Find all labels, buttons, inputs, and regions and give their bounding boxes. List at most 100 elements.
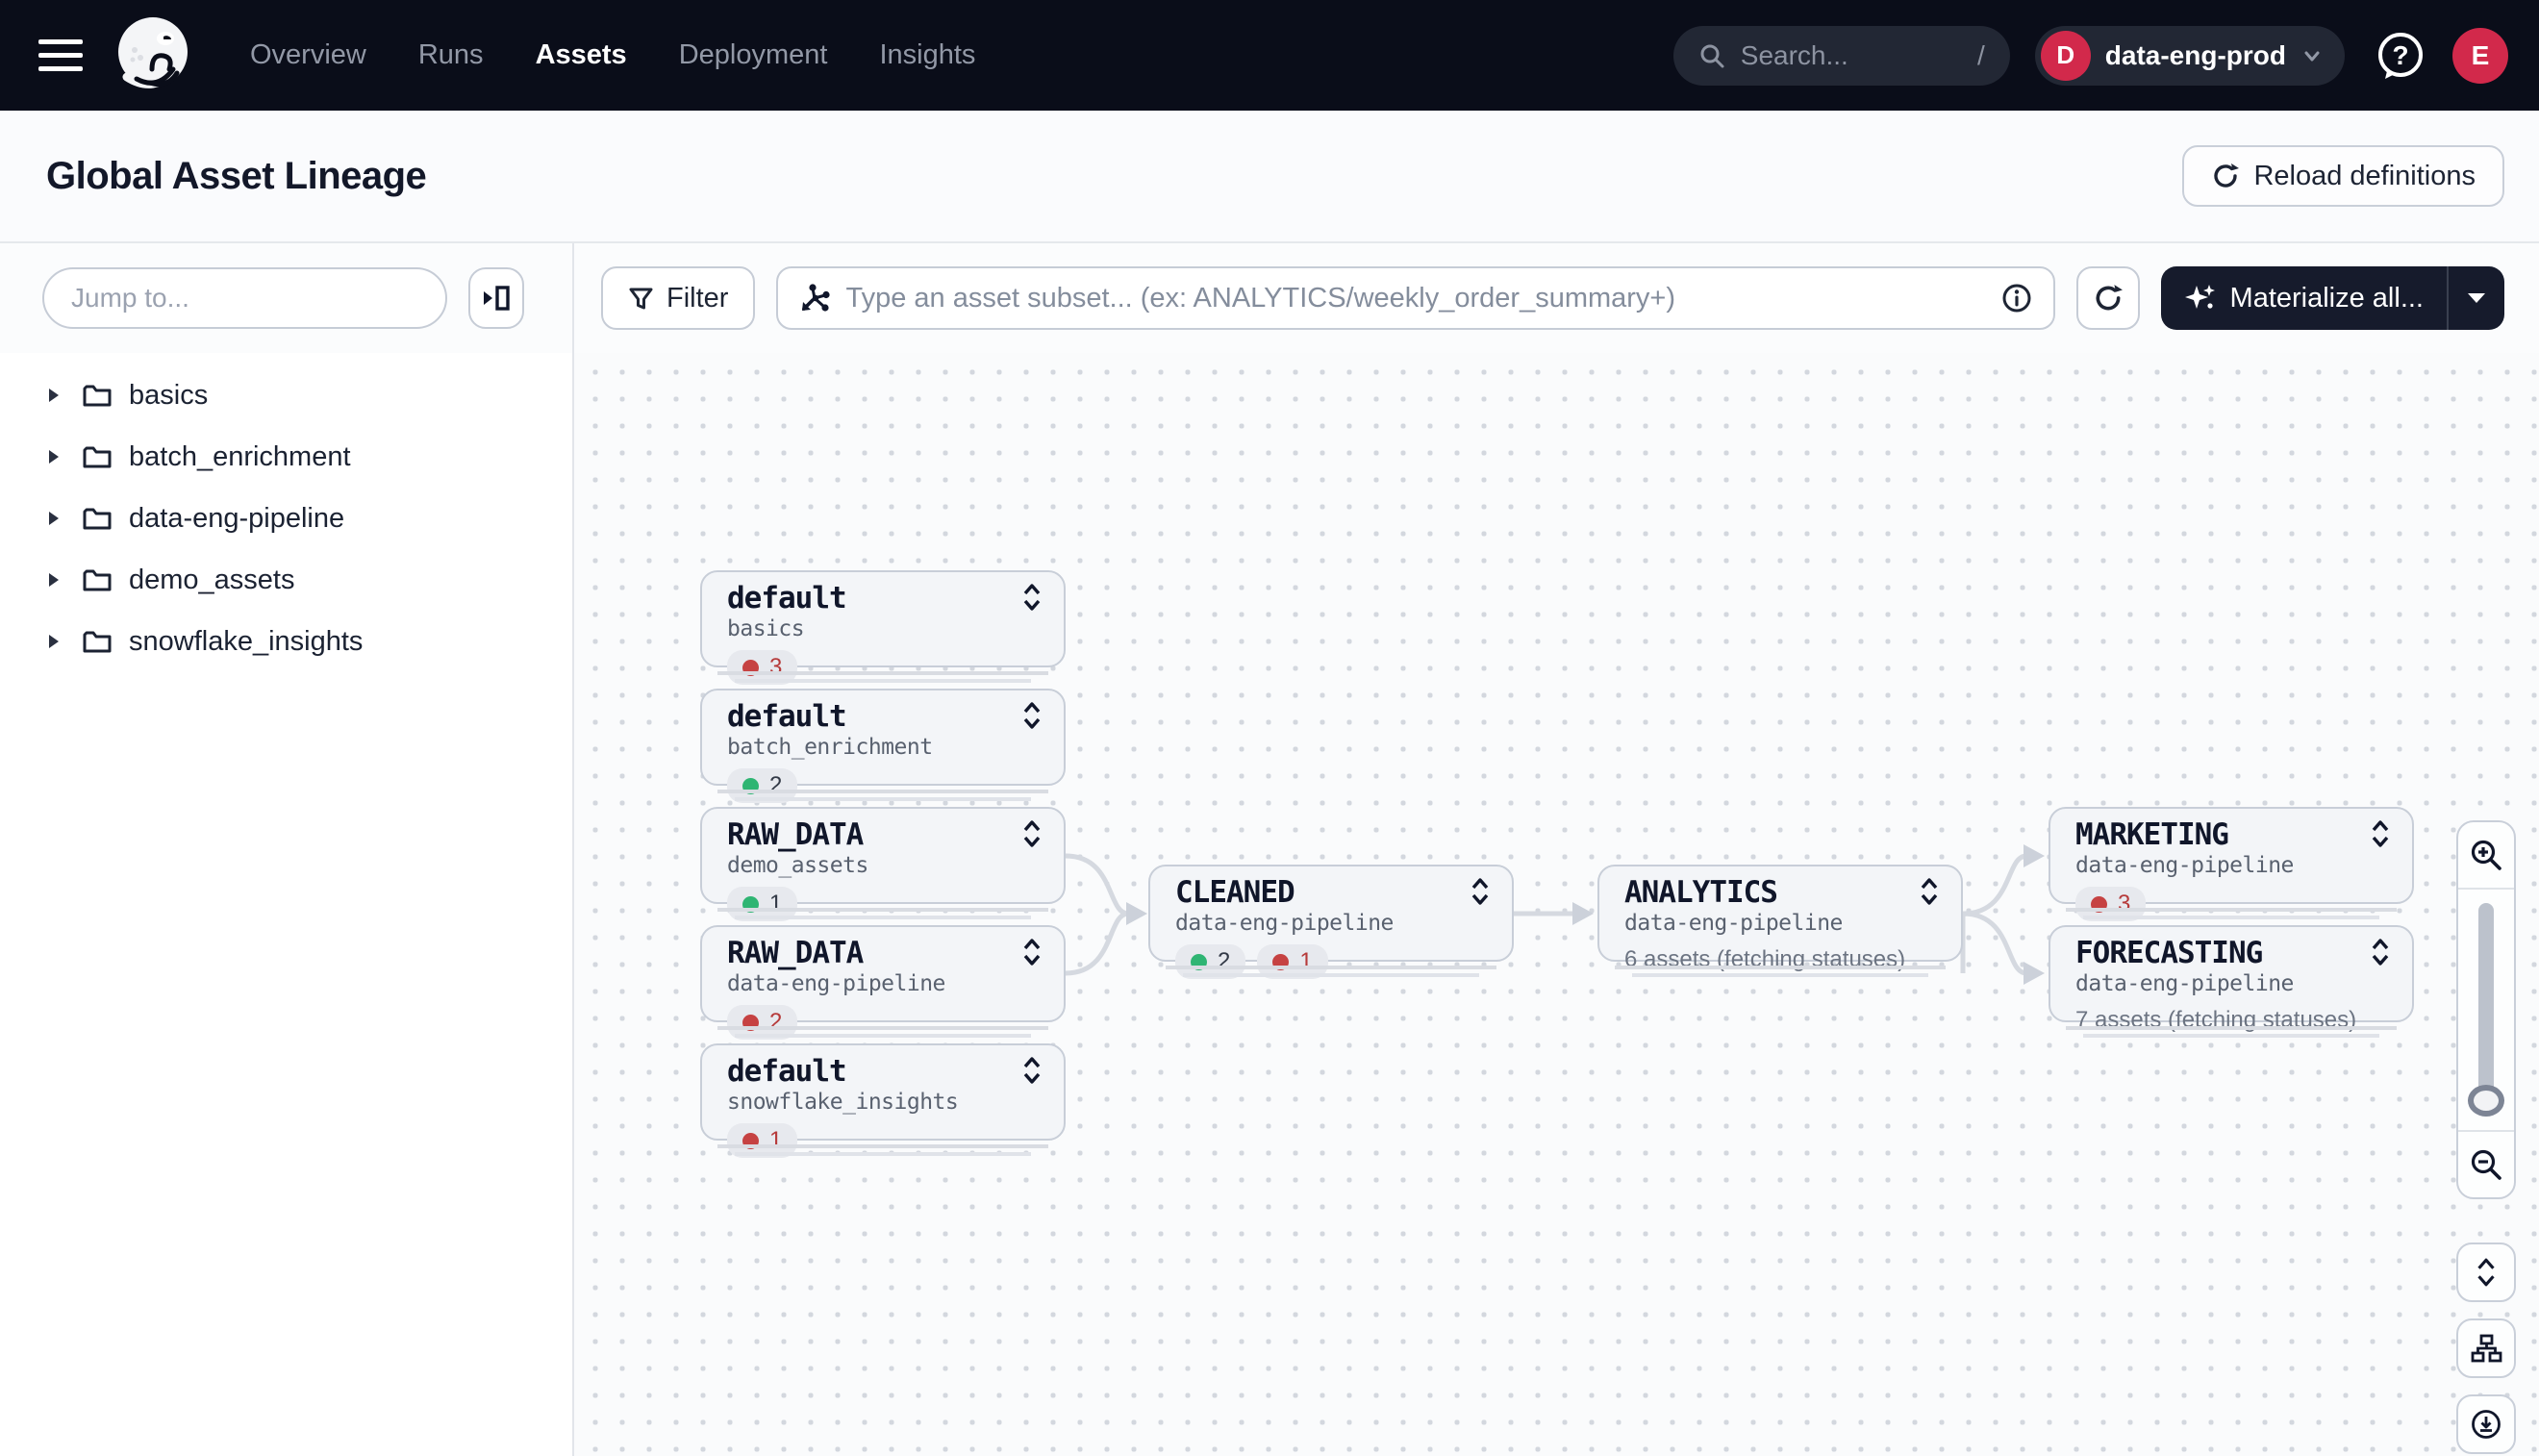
zoom-out-button[interactable] bbox=[2458, 1130, 2514, 1197]
filter-button[interactable]: Filter bbox=[601, 266, 756, 330]
layout-tree-button[interactable] bbox=[2456, 1318, 2516, 1378]
caret-right-icon bbox=[49, 635, 59, 648]
search-icon bbox=[1700, 44, 1724, 67]
nav-deployment[interactable]: Deployment bbox=[678, 39, 828, 70]
asset-group-node-raw-data-data-eng-pipeline[interactable]: RAW_DATA data-eng-pipeline 2 bbox=[700, 925, 1066, 1041]
status-badge: 1 bbox=[1257, 944, 1328, 980]
status-badge: 1 bbox=[727, 887, 798, 922]
search-placeholder: Search... bbox=[1740, 39, 1848, 70]
expand-collapse-all-button[interactable] bbox=[2456, 1243, 2516, 1302]
asset-group-node-forecasting[interactable]: FORECASTING data-eng-pipeline 7 assets (… bbox=[2049, 925, 2414, 1038]
sidebar-item-snowflake-insights[interactable]: snowflake_insights bbox=[0, 611, 572, 672]
collapse-sidebar-button[interactable] bbox=[468, 267, 524, 329]
group-label: basics bbox=[129, 379, 209, 411]
jump-to-input[interactable] bbox=[42, 267, 447, 329]
folder-icon bbox=[83, 385, 112, 406]
group-node-title: RAW_DATA bbox=[727, 817, 864, 852]
unfold-more-icon[interactable] bbox=[2370, 937, 2391, 967]
refresh-icon bbox=[2096, 285, 2123, 311]
zoom-slider[interactable] bbox=[2458, 890, 2514, 1130]
asset-group-node-marketing[interactable]: MARKETING data-eng-pipeline 3 bbox=[2049, 807, 2414, 922]
deployment-switcher[interactable]: D data-eng-prod bbox=[2034, 25, 2345, 86]
materialize-all-button[interactable]: Materialize all... bbox=[2160, 266, 2504, 330]
folder-icon bbox=[83, 631, 112, 652]
success-dot-icon bbox=[742, 777, 759, 794]
caret-right-icon bbox=[49, 512, 59, 525]
sidebar-item-basics[interactable]: basics bbox=[0, 364, 572, 426]
zoom-slider-thumb[interactable] bbox=[2468, 1085, 2504, 1117]
unfold-more-icon[interactable] bbox=[1919, 876, 1940, 907]
deployment-name: data-eng-prod bbox=[2104, 39, 2286, 70]
asset-subset-placeholder: Type an asset subset... (ex: ANALYTICS/w… bbox=[845, 282, 1676, 314]
unfold-more-icon[interactable] bbox=[1021, 818, 1043, 849]
group-node-title: ANALYTICS bbox=[1624, 875, 1778, 910]
group-node-status-note: 7 assets (fetching statuses) bbox=[2075, 1007, 2357, 1034]
nav-assets[interactable]: Assets bbox=[535, 39, 627, 70]
info-icon[interactable] bbox=[2001, 283, 2032, 314]
unfold-more-icon[interactable] bbox=[2370, 818, 2391, 849]
error-dot-icon bbox=[742, 1014, 759, 1031]
deployment-initial-badge: D bbox=[2040, 30, 2091, 81]
nav-runs[interactable]: Runs bbox=[417, 39, 484, 70]
chevron-down-icon bbox=[2304, 51, 2320, 61]
group-label: batch_enrichment bbox=[129, 440, 351, 472]
nav-overview[interactable]: Overview bbox=[250, 39, 366, 70]
success-dot-icon bbox=[742, 895, 759, 913]
zoom-out-icon bbox=[2471, 1149, 2501, 1180]
main-nav: Overview Runs Assets Deployment Insights bbox=[250, 39, 975, 71]
error-dot-icon bbox=[742, 659, 759, 676]
folder-icon bbox=[83, 508, 112, 529]
unfold-more-icon[interactable] bbox=[1470, 876, 1491, 907]
page-header: Global Asset Lineage Reload definitions bbox=[0, 111, 2539, 243]
asset-subset-input[interactable]: Type an asset subset... (ex: ANALYTICS/w… bbox=[776, 266, 2055, 330]
asset-groups-sidebar: basics batch_enrichment data-eng-pipelin… bbox=[0, 353, 574, 1456]
zoom-slider-track[interactable] bbox=[2478, 903, 2494, 1117]
group-label: demo_assets bbox=[129, 564, 295, 595]
hamburger-menu-icon[interactable] bbox=[38, 39, 83, 71]
download-image-button[interactable] bbox=[2456, 1394, 2516, 1454]
nav-insights[interactable]: Insights bbox=[879, 39, 976, 70]
search-input[interactable]: Search... / bbox=[1672, 25, 2010, 86]
sidebar-item-data-eng-pipeline[interactable]: data-eng-pipeline bbox=[0, 488, 572, 549]
asset-group-node-default-snowflake-insights[interactable]: default snowflake_insights 1 bbox=[700, 1043, 1066, 1159]
group-node-title: default bbox=[727, 581, 847, 615]
asset-group-node-raw-data-demo-assets[interactable]: RAW_DATA demo_assets 1 bbox=[700, 807, 1066, 922]
caret-right-icon bbox=[49, 450, 59, 464]
unfold-more-icon[interactable] bbox=[1021, 700, 1043, 731]
user-avatar[interactable]: E bbox=[2452, 27, 2508, 84]
svg-text:?: ? bbox=[2392, 40, 2408, 70]
sidebar-item-demo-assets[interactable]: demo_assets bbox=[0, 549, 572, 611]
lineage-graph-canvas[interactable]: default basics 3 default batch_enrichmen… bbox=[574, 353, 2539, 1456]
search-shortcut-hint: / bbox=[1977, 39, 1985, 70]
group-node-subtitle: data-eng-pipeline bbox=[727, 971, 945, 997]
refresh-icon bbox=[2214, 163, 2240, 188]
group-node-subtitle: batch_enrichment bbox=[727, 735, 933, 761]
asset-group-node-cleaned[interactable]: CLEANED data-eng-pipeline 2 1 bbox=[1148, 865, 1514, 980]
graph-toolbar: Filter Type an asset subset... (ex: ANAL… bbox=[574, 243, 2539, 353]
status-badge: 2 bbox=[727, 768, 798, 804]
unfold-more-icon[interactable] bbox=[1021, 582, 1043, 613]
unfold-more-icon bbox=[2477, 1258, 2495, 1287]
lineage-edges bbox=[1065, 844, 2045, 985]
sparkle-icon bbox=[2184, 285, 2215, 309]
unfold-more-icon[interactable] bbox=[1021, 937, 1043, 967]
success-dot-icon bbox=[1191, 953, 1207, 970]
refresh-graph-button[interactable] bbox=[2075, 266, 2140, 330]
status-badge: 1 bbox=[727, 1123, 798, 1159]
zoom-in-button[interactable] bbox=[2458, 822, 2514, 890]
asset-group-node-analytics[interactable]: ANALYTICS data-eng-pipeline 6 assets (fe… bbox=[1597, 865, 1963, 977]
materialize-dropdown-button[interactable] bbox=[2449, 291, 2504, 305]
sidebar-item-batch-enrichment[interactable]: batch_enrichment bbox=[0, 426, 572, 488]
controls-row: Filter Type an asset subset... (ex: ANAL… bbox=[0, 243, 2539, 353]
group-node-subtitle: data-eng-pipeline bbox=[2075, 853, 2294, 879]
help-icon[interactable]: ? bbox=[2374, 29, 2427, 83]
reload-definitions-button[interactable]: Reload definitions bbox=[2182, 145, 2504, 207]
caret-down-icon bbox=[2468, 293, 2485, 303]
caret-right-icon bbox=[49, 389, 59, 402]
asset-group-node-default-basics[interactable]: default basics 3 bbox=[700, 570, 1066, 686]
download-icon bbox=[2472, 1410, 2501, 1439]
group-node-title: default bbox=[727, 1054, 847, 1089]
unfold-more-icon[interactable] bbox=[1021, 1055, 1043, 1086]
asset-group-node-default-batch-enrichment[interactable]: default batch_enrichment 2 bbox=[700, 689, 1066, 804]
graph-view-controls bbox=[2456, 820, 2516, 1454]
